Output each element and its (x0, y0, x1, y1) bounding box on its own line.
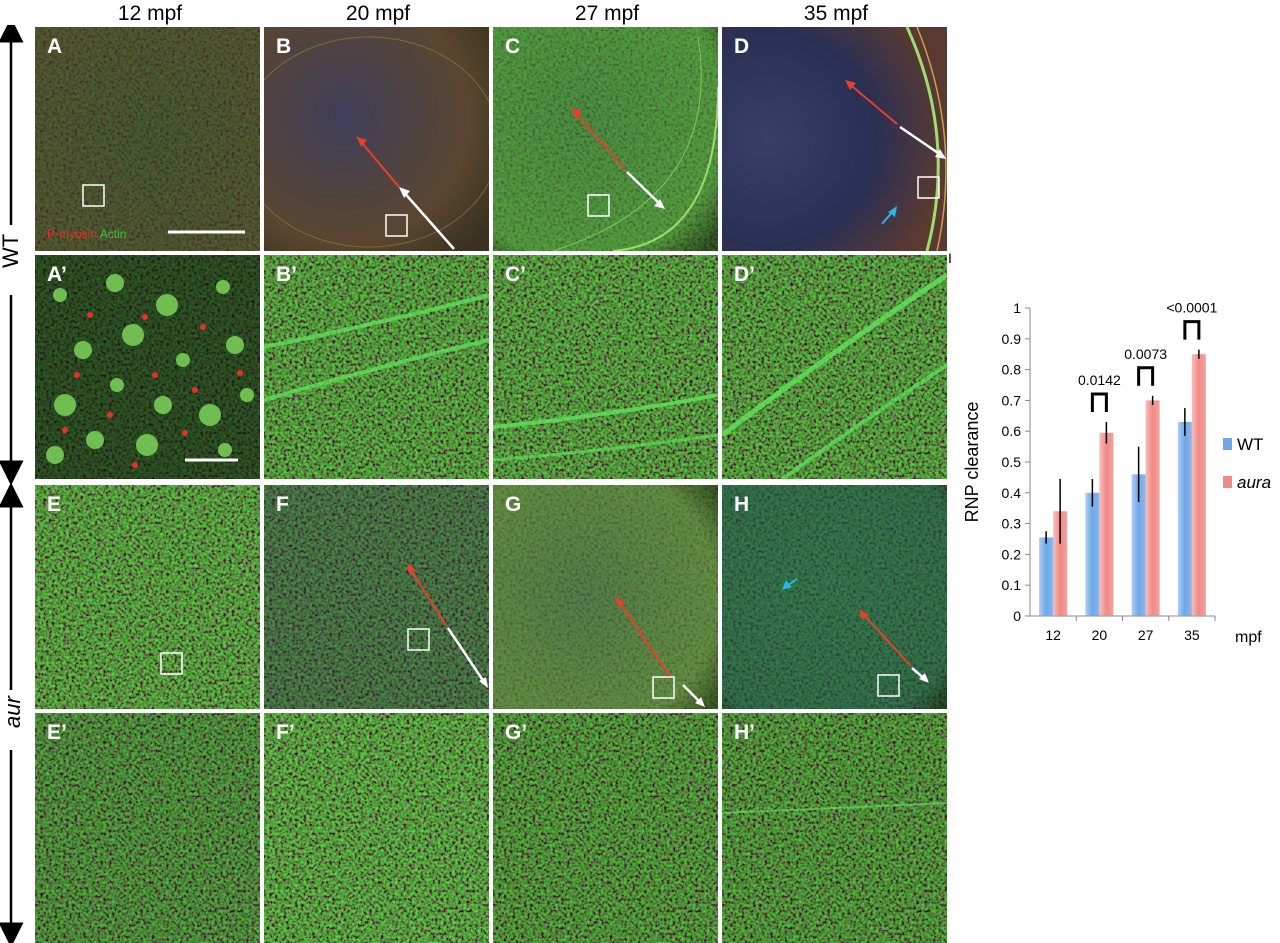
bar-aura-20 (1099, 432, 1114, 616)
panel-label-A-prime: A’ (47, 263, 67, 286)
bar-aura-12 (1053, 511, 1068, 616)
panel-label-G-prime: G’ (505, 721, 528, 744)
panel-D: D (722, 27, 947, 251)
row-label-aur: aur (0, 696, 25, 728)
legend-swatch-WT (1223, 438, 1232, 450)
row-arrows (0, 25, 24, 943)
stain-legend-red: P-myosin (47, 227, 98, 241)
bar-WT-35 (1177, 421, 1192, 616)
panel-D-prime: D’ (722, 255, 947, 479)
panel-label-D: D (734, 35, 750, 58)
x-tick-label: 35 (1184, 627, 1200, 643)
y-tick-label: 1 (1013, 300, 1021, 316)
bar-aura-27 (1145, 400, 1160, 616)
panel-F-prime: F’ (264, 713, 489, 943)
stain-legend-green: Actin (99, 227, 127, 241)
panel-label-A: A (47, 35, 63, 58)
y-tick-label: 0.2 (1002, 546, 1022, 562)
panel-H-prime: H’ (722, 713, 947, 943)
significance-p-value: 0.0073 (1124, 346, 1167, 362)
panel-G-prime: G’ (493, 713, 718, 943)
significance-p-value: <0.0001 (1166, 300, 1217, 316)
panel-G: G (493, 485, 718, 709)
y-tick-label: 0.6 (1002, 423, 1022, 439)
panel-C: C (493, 27, 718, 251)
x-tick-label: 12 (1045, 627, 1061, 643)
bar-aura-35 (1191, 354, 1206, 616)
panel-label-C-prime: C’ (505, 263, 526, 286)
panel-label-F-prime: F’ (276, 721, 295, 744)
y-tick-label: 0 (1013, 608, 1021, 624)
bar-WT-27 (1131, 474, 1146, 616)
bar-WT-20 (1085, 492, 1100, 616)
panel-label-G: G (505, 493, 522, 516)
rnp-clearance-chart-svg: 0 0.1 0.2 0.3 0.4 0.5 0.6 0.7 0.8 0.9 1 RNP clearan… (962, 300, 1271, 646)
panel-E: E (35, 485, 260, 709)
row-label-wt: WT (0, 233, 23, 268)
column-header-35mpf: 35 mpf (803, 2, 869, 25)
y-tick-label: 0.1 (1002, 577, 1022, 593)
y-tick-label: 0.8 (1002, 362, 1022, 378)
significance-bracket (1183, 320, 1201, 340)
significance-p-value: 0.0142 (1078, 372, 1121, 388)
panel-E-prime: E’ (35, 713, 260, 943)
panel-B-prime: B’ (264, 255, 489, 479)
panel-A-prime: A’ (35, 255, 260, 479)
x-axis-label: mpf (1235, 629, 1262, 646)
rnp-clearance-chart: 0 0.1 0.2 0.3 0.4 0.5 0.6 0.7 0.8 0.9 1 RNP clearan… (955, 250, 1280, 670)
legend-label-aura: aura (1237, 473, 1271, 492)
panel-label-H-prime: H’ (734, 721, 755, 744)
panel-F: F (264, 485, 489, 709)
x-tick-label: 27 (1138, 627, 1154, 643)
panel-H: H (722, 485, 947, 709)
y-axis-label: RNP clearance (962, 402, 982, 523)
panel-label-C: C (505, 35, 521, 58)
panel-B: B (264, 27, 489, 251)
significance-bracket (1090, 392, 1108, 412)
panel-label-E: E (47, 493, 62, 516)
bar-WT-12 (1039, 537, 1054, 616)
column-header-27mpf: 27 mpf (574, 2, 640, 25)
panel-C-prime: C’ (493, 255, 718, 479)
legend-label-WT: WT (1237, 435, 1263, 454)
panel-label-B-prime: B’ (276, 263, 297, 286)
y-tick-label: 0.3 (1002, 516, 1022, 532)
stain-legend: P-myosin Actin (47, 227, 126, 241)
column-header-20mpf: 20 mpf (345, 2, 411, 25)
significance-bracket (1137, 366, 1155, 386)
y-tick-label: 0.4 (1002, 485, 1022, 501)
panel-label-E-prime: E’ (47, 721, 67, 744)
legend-swatch-aura (1223, 476, 1232, 488)
y-tick-label: 0.9 (1002, 331, 1022, 347)
panel-label-D-prime: D’ (734, 263, 755, 286)
y-tick-label: 0.7 (1002, 392, 1022, 408)
panel-label-I: I (948, 250, 952, 266)
panel-label-H: H (734, 493, 750, 516)
column-header-12mpf: 12 mpf (117, 2, 183, 25)
y-tick-label: 0.5 (1002, 454, 1022, 470)
x-tick-label: 20 (1092, 627, 1108, 643)
panel-label-B: B (276, 35, 292, 58)
panel-A: A P-myosin Actin (35, 27, 260, 251)
panel-label-F: F (276, 493, 289, 516)
